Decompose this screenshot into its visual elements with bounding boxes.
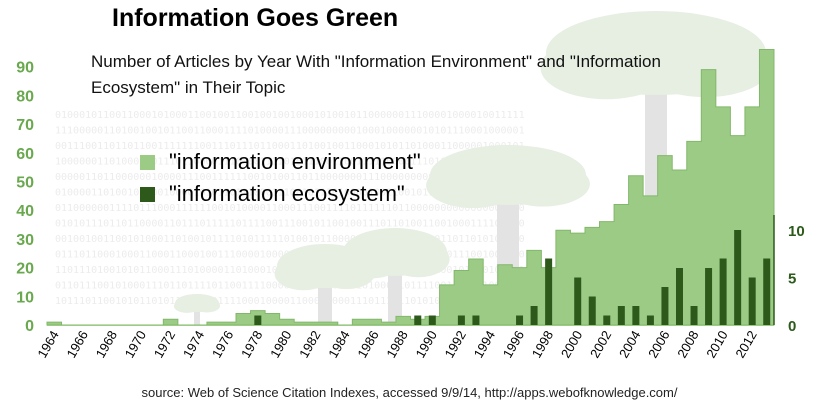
- tree-crown: [426, 163, 520, 208]
- ecosystem-bar: [748, 277, 756, 325]
- x-axis-tick-label: 1988: [383, 328, 410, 361]
- binary-digits-row: 0110000001111011100011111100101000011000…: [55, 203, 525, 214]
- chart-title: Information Goes Green: [112, 4, 399, 32]
- left-axis-tick-label: 40: [16, 203, 34, 220]
- tree-crown: [274, 257, 333, 291]
- left-axis-tick-label: 60: [16, 146, 34, 163]
- tree-crown: [496, 161, 590, 207]
- tree-crown: [173, 299, 201, 313]
- ecosystem-bar: [545, 258, 553, 325]
- ecosystem-bar: [254, 315, 262, 325]
- ecosystem-bar: [632, 306, 640, 325]
- ecosystem-bar: [588, 296, 596, 325]
- binary-digits-row: 0000011011000000100001110011111100101001…: [55, 172, 525, 183]
- ecosystem-bar: [646, 315, 654, 325]
- x-axis-tick-label: 2010: [703, 328, 730, 361]
- legend: "information environment" "information e…: [140, 146, 421, 210]
- binary-digits-row: 1011101100101011010110100001111000100001…: [55, 296, 525, 307]
- left-axis-tick-label: 0: [25, 318, 34, 335]
- left-axis-tick-label: 10: [16, 289, 34, 306]
- x-axis-tick-label: 2004: [616, 328, 643, 361]
- ecosystem-bar: [719, 258, 727, 325]
- binary-digits-row: 0011100110110110011111110011101110110001…: [55, 141, 525, 152]
- x-axis-tick-label: 1980: [267, 328, 294, 361]
- ecosystem-bar: [661, 287, 669, 325]
- legend-item-environment: "information environment": [140, 146, 421, 178]
- ecosystem-bar: [414, 315, 422, 325]
- legend-swatch-ecosystem: [140, 186, 155, 202]
- binary-digits-row: 1000000110100010011101100001110000111101…: [55, 157, 525, 168]
- tree-crown: [193, 298, 221, 313]
- left-axis-tick-label: 20: [16, 261, 34, 278]
- left-axis-tick-label: 90: [16, 60, 34, 77]
- x-axis-tick-label: 1984: [325, 328, 352, 361]
- binary-digits-row: 1110000011010010010110011000111101000011…: [55, 126, 525, 137]
- ecosystem-bar: [617, 306, 625, 325]
- tree-crown: [540, 36, 673, 100]
- ecosystem-bar: [457, 315, 465, 325]
- x-axis-tick-label: 1970: [122, 328, 149, 361]
- binary-digits-row: 0101011101101100001101110111110111100111…: [55, 219, 525, 230]
- left-axis-tick-label: 50: [16, 175, 34, 192]
- x-axis-tick-label: 2002: [587, 328, 614, 361]
- tree-crown: [340, 242, 403, 279]
- x-axis-tick-label: 1990: [412, 328, 439, 361]
- tree-crown: [387, 241, 450, 278]
- x-axis-tick-label: 1994: [471, 328, 498, 361]
- x-axis-tick-label: 2008: [674, 328, 701, 361]
- legend-swatch-environment: [140, 154, 155, 170]
- ecosystem-bar: [574, 277, 582, 325]
- ecosystem-bar: [516, 315, 524, 325]
- x-axis-tick-label: 1998: [529, 328, 556, 361]
- x-axis-tick-label: 1968: [93, 328, 120, 361]
- ecosystem-bar: [603, 315, 611, 325]
- environment-series: [46, 48, 775, 326]
- x-axis-tick-label: 2000: [558, 328, 585, 361]
- x-axis-tick-label: 1996: [500, 328, 527, 361]
- ecosystem-bar: [705, 268, 713, 325]
- left-axis-tick-label: 70: [16, 117, 34, 134]
- x-axis-tick-label: 1982: [296, 328, 323, 361]
- right-axis-tick-label: 5: [788, 271, 796, 288]
- legend-label-ecosystem: "information ecosystem": [169, 181, 405, 206]
- ecosystem-bar: [763, 258, 771, 325]
- left-axis-tick-label: 80: [16, 88, 34, 105]
- ecosystem-bar: [690, 306, 698, 325]
- binary-digits-row: 0010010011001010001101001011110101111101…: [55, 234, 525, 245]
- environment-area: [46, 48, 775, 326]
- binary-digits-row: 0100001101001000001000010101101110001110…: [55, 188, 525, 199]
- x-axis-tick-label: 2012: [732, 328, 759, 361]
- x-axis-tick-label: 1974: [180, 328, 207, 361]
- x-axis-tick-label: 1986: [354, 328, 381, 361]
- ecosystem-series: [254, 230, 771, 325]
- x-axis-tick-label: 1992: [442, 328, 469, 361]
- ecosystem-bar: [734, 230, 742, 325]
- x-axis-tick-label: 2006: [645, 328, 672, 361]
- ecosystem-bar: [530, 306, 538, 325]
- x-axis-tick-label: 1964: [34, 328, 61, 361]
- ecosystem-bar: [428, 315, 436, 325]
- x-axis-tick-label: 1978: [238, 328, 265, 361]
- x-axis-tick-label: 1972: [151, 328, 178, 361]
- source-note: source: Web of Science Citation Indexes,…: [141, 385, 678, 400]
- ecosystem-bar: [472, 315, 480, 325]
- x-axis-tick-label: 1976: [209, 328, 236, 361]
- right-axis-tick-label: 0: [788, 318, 796, 335]
- chart-subtitle: Number of Articles by Year With "Informa…: [91, 52, 661, 97]
- legend-item-ecosystem: "information ecosystem": [140, 178, 421, 210]
- right-axis-tick-label: 10: [788, 223, 805, 240]
- legend-label-environment: "information environment": [169, 149, 421, 174]
- left-axis-tick-label: 30: [16, 232, 34, 249]
- tree-trunk: [194, 303, 200, 325]
- binary-digits-row: 0100010110011000101000110010011001001001…: [55, 110, 525, 121]
- ecosystem-bar: [675, 268, 683, 325]
- tree-crown: [639, 34, 772, 98]
- x-axis-tick-label: 1966: [63, 328, 90, 361]
